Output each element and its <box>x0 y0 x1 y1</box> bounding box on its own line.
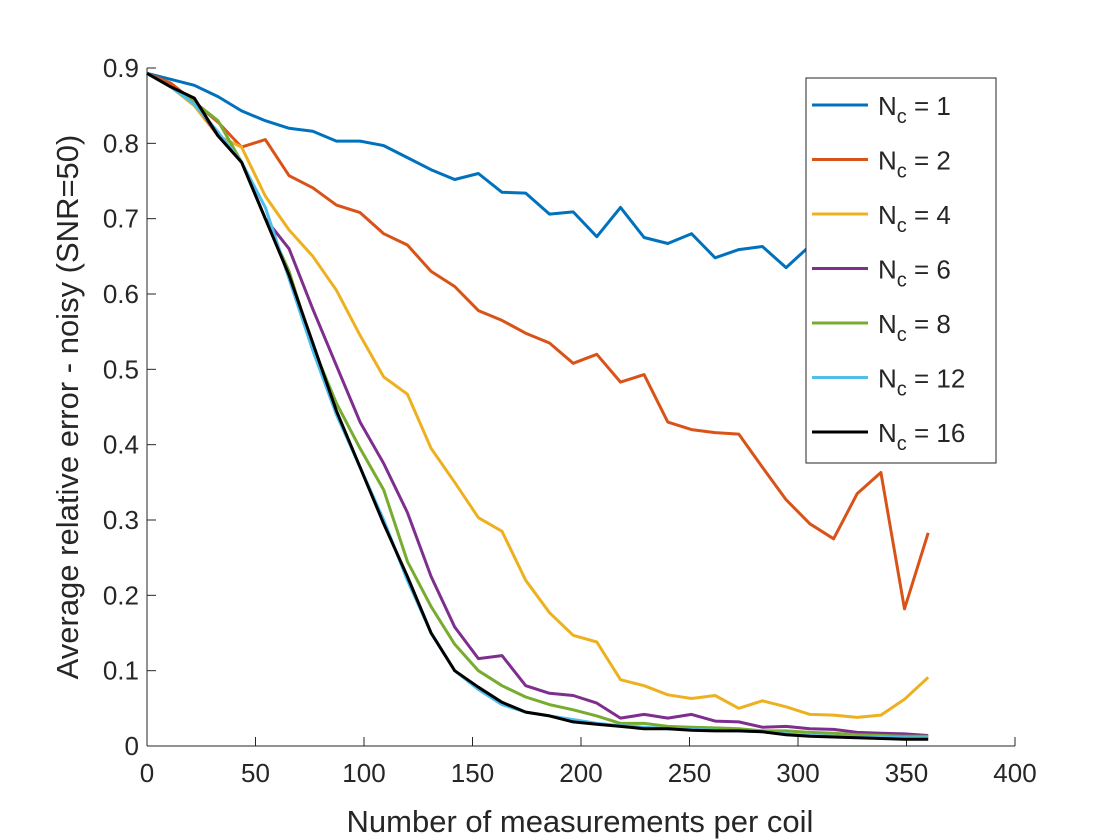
x-axis-label: Number of measurements per coil <box>347 804 814 839</box>
y-tick-label: 0.1 <box>103 656 139 686</box>
data-line <box>146 71 929 288</box>
x-tick-label: 250 <box>668 758 711 788</box>
legend-label: Nc = 12 <box>878 364 965 401</box>
y-tick-label: 0.2 <box>103 580 139 610</box>
data-line <box>146 71 930 719</box>
x-tick-label: 400 <box>993 758 1036 788</box>
legend-label: Nc = 2 <box>878 146 951 183</box>
data-line <box>146 71 930 611</box>
y-axis-label: Average relative error - noisy (SNR=50) <box>50 135 85 680</box>
x-tick-label: 100 <box>342 758 385 788</box>
y-tick-label: 0.7 <box>103 204 139 234</box>
y-tick-label: 0.9 <box>103 53 139 83</box>
legend-box <box>805 77 997 464</box>
legend-label: Nc = 6 <box>878 255 951 292</box>
y-tick-label: 0.3 <box>103 505 139 535</box>
y-tick-label: 0.8 <box>103 128 139 158</box>
y-tick-label: 0 <box>125 731 139 761</box>
y-tick-label: 0.6 <box>103 279 139 309</box>
legend-label: Nc = 1 <box>878 91 951 128</box>
x-tick-label: 300 <box>776 758 819 788</box>
y-tick-label: 0.4 <box>103 430 139 460</box>
data-line <box>146 71 929 741</box>
legend-label: Nc = 8 <box>878 309 951 346</box>
legend-label: Nc = 4 <box>878 200 951 237</box>
legend-label: Nc = 16 <box>878 418 965 455</box>
x-tick-label: 0 <box>140 758 154 788</box>
x-tick-label: 150 <box>451 758 494 788</box>
x-tick-label: 200 <box>559 758 602 788</box>
y-tick-label: 0.5 <box>103 354 139 384</box>
data-line <box>146 71 929 737</box>
x-tick-label: 50 <box>241 758 270 788</box>
legend: Nc = 1 Nc = 2 Nc = 4 Nc = 6 Nc = 8 Nc = 12 Nc … <box>805 77 997 464</box>
x-tick-label: 350 <box>885 758 928 788</box>
